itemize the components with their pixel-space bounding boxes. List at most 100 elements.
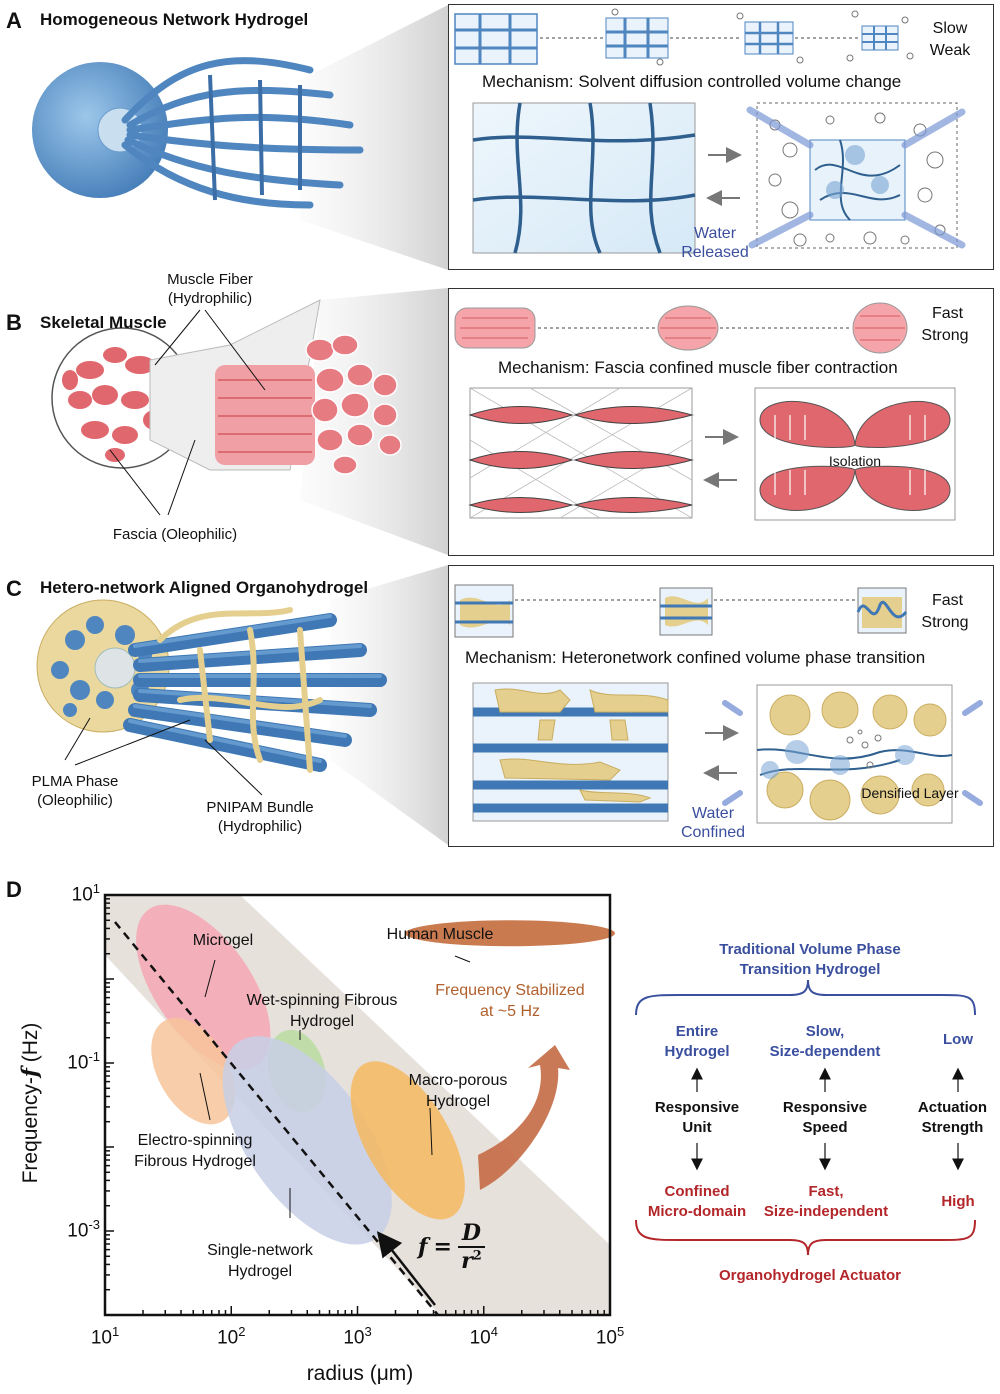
speed-traditional-1: Slow,: [805, 1023, 845, 1040]
panel-c-speed: Fast: [931, 592, 964, 609]
macro-line1: Macro-porous: [408, 1072, 508, 1089]
region-leader-macro-porous: [429, 1107, 433, 1156]
formula-lhs: f: [418, 1234, 428, 1260]
x-tick-exp: 2: [238, 1324, 246, 1339]
single-line2: Hydrogel: [227, 1263, 293, 1280]
panel-c-mechanism-box: [448, 565, 994, 847]
traditional-title-line1: Traditional Volume Phase: [719, 941, 901, 958]
pnipam-line2: (Hydrophilic): [217, 818, 303, 835]
panel-c-transition-sequence: [454, 584, 908, 638]
strength-traditional: Low: [943, 1031, 973, 1048]
strength-category: Actuation Strength: [905, 1098, 1000, 1138]
region-single-network: [222, 1036, 392, 1245]
y-tick-label: 10-1: [48, 1049, 100, 1074]
electro-line1: Electro-spinning: [137, 1132, 253, 1149]
unit-category-2: Unit: [682, 1119, 712, 1136]
isolation-label: Isolation: [828, 453, 882, 469]
panel-b-speed: Fast: [931, 305, 964, 322]
x-tick-base: 10: [217, 1327, 239, 1349]
x-axis-label: radius (μm): [306, 1362, 414, 1385]
stabilization-arrow: [478, 1045, 570, 1190]
strength-category-1: Actuation: [917, 1099, 988, 1116]
panel-a-released-detail: [746, 102, 966, 249]
y-tick-base: 10: [71, 884, 93, 906]
panel-b-fascia-network: [468, 387, 694, 519]
fascia-label: Fascia (Oleophilic): [112, 526, 238, 543]
y-axis-prefix: Frequency-: [19, 1077, 42, 1184]
macro-line2: Hydrogel: [425, 1093, 491, 1110]
region-label-single-network: Single-network Hydrogel: [195, 1240, 325, 1282]
speed-organo-1: Fast,: [808, 1183, 844, 1200]
speed-traditional: Slow, Size-dependent: [760, 1022, 890, 1062]
y-tick-exp: -3: [88, 1217, 100, 1232]
traditional-title-line2: Transition Hydrogel: [739, 961, 881, 978]
y-tick-exp: 1: [92, 881, 100, 896]
panel-b-contraction-sequence: [454, 302, 908, 354]
muscle-fiber-line2: (Hydrophilic): [167, 290, 253, 307]
panel-letter-c: C: [6, 576, 22, 601]
panel-a-title: Homogeneous Network Hydrogel: [40, 10, 309, 29]
plma-line2: (Oleophilic): [37, 792, 113, 809]
panel-b-fiber-bundle: [215, 334, 402, 475]
x-tick-exp: 4: [490, 1324, 498, 1339]
panel-c-plma-phase: [157, 607, 323, 773]
x-tick-base: 10: [469, 1327, 491, 1349]
region-leader-human-muscle: [454, 955, 471, 963]
stabilized-line2: at ~5 Hz: [479, 1003, 541, 1020]
strength-organohydrogel: High: [941, 1193, 975, 1210]
x-tick-exp: 5: [616, 1324, 625, 1339]
unit-category: Responsive Unit: [637, 1098, 757, 1138]
panel-a-water-released: Water Released: [670, 224, 760, 262]
panel-b-projection: [300, 288, 448, 555]
region-label-microgel: Microgel: [192, 932, 254, 949]
x-tick-base: 10: [90, 1327, 112, 1349]
single-line1: Single-network: [207, 1242, 313, 1259]
unit-traditional-2: Hydrogel: [664, 1043, 730, 1060]
unit-organohydrogel: Confined Micro-domain: [632, 1182, 762, 1222]
panel-c-title: Hetero-network Aligned Organohydrogel: [40, 578, 369, 597]
unit-category-1: Responsive: [654, 1099, 740, 1116]
muscle-fiber-label: Muscle Fiber (Hydrophilic): [150, 270, 270, 308]
x-tick-exp: 1: [111, 1324, 120, 1339]
speed-category: Responsive Speed: [765, 1098, 885, 1138]
speed-category-2: Speed: [802, 1119, 848, 1136]
x-tick-label: 105: [588, 1324, 632, 1349]
pnipam-label: PNIPAM Bundle (Hydrophilic): [190, 798, 330, 836]
x-tick-base: 10: [595, 1327, 617, 1349]
plma-line1: PLMA Phase: [31, 773, 119, 790]
unit-organo-2: Micro-domain: [647, 1203, 747, 1220]
water-label: Water: [693, 225, 737, 242]
y-tick-base: 10: [67, 1052, 89, 1074]
panel-a-shrinking-sequence: [454, 8, 914, 66]
panel-c-water-confined: Water Confined: [668, 804, 758, 842]
panel-c-densified-detail: [722, 684, 983, 824]
panel-b-contracted-fibers: [754, 387, 956, 521]
panel-a-mechanism: Mechanism: Solvent diffusion controlled …: [482, 72, 902, 91]
region-leader-microgel: [204, 959, 216, 998]
stabilized-line1: Frequency Stabilized: [435, 982, 585, 999]
unit-traditional: Entire Hydrogel: [637, 1022, 757, 1062]
panel-a-network-detail: [472, 102, 696, 254]
confined-label: Confined: [680, 824, 746, 841]
chart-d: [103, 893, 615, 1317]
region-macro-porous: [350, 1061, 465, 1220]
region-microgel: [136, 904, 271, 1070]
x-tick-label: 101: [83, 1324, 127, 1349]
x-tick-label: 102: [209, 1324, 253, 1349]
plma-label: PLMA Phase (Oleophilic): [15, 772, 135, 810]
formula-den-var: r: [461, 1248, 473, 1274]
traditional-title: Traditional Volume Phase Transition Hydr…: [680, 940, 940, 980]
panel-b-strength: Strong: [921, 327, 969, 344]
y-axis-var: f: [17, 1068, 42, 1078]
panel-c-heteronetwork-detail: [472, 682, 669, 822]
panel-letter-b: B: [6, 310, 22, 335]
pnipam-line1: PNIPAM Bundle: [206, 799, 314, 816]
comparison-arrows: [691, 1067, 964, 1171]
formula-denominator: r2: [461, 1248, 482, 1274]
panel-a-projection: [300, 5, 448, 270]
wet-line2: Hydrogel: [289, 1013, 355, 1030]
panel-letter-d: D: [6, 877, 22, 902]
speed-organohydrogel: Fast, Size-independent: [752, 1182, 900, 1222]
region-human-muscle: [405, 920, 615, 947]
